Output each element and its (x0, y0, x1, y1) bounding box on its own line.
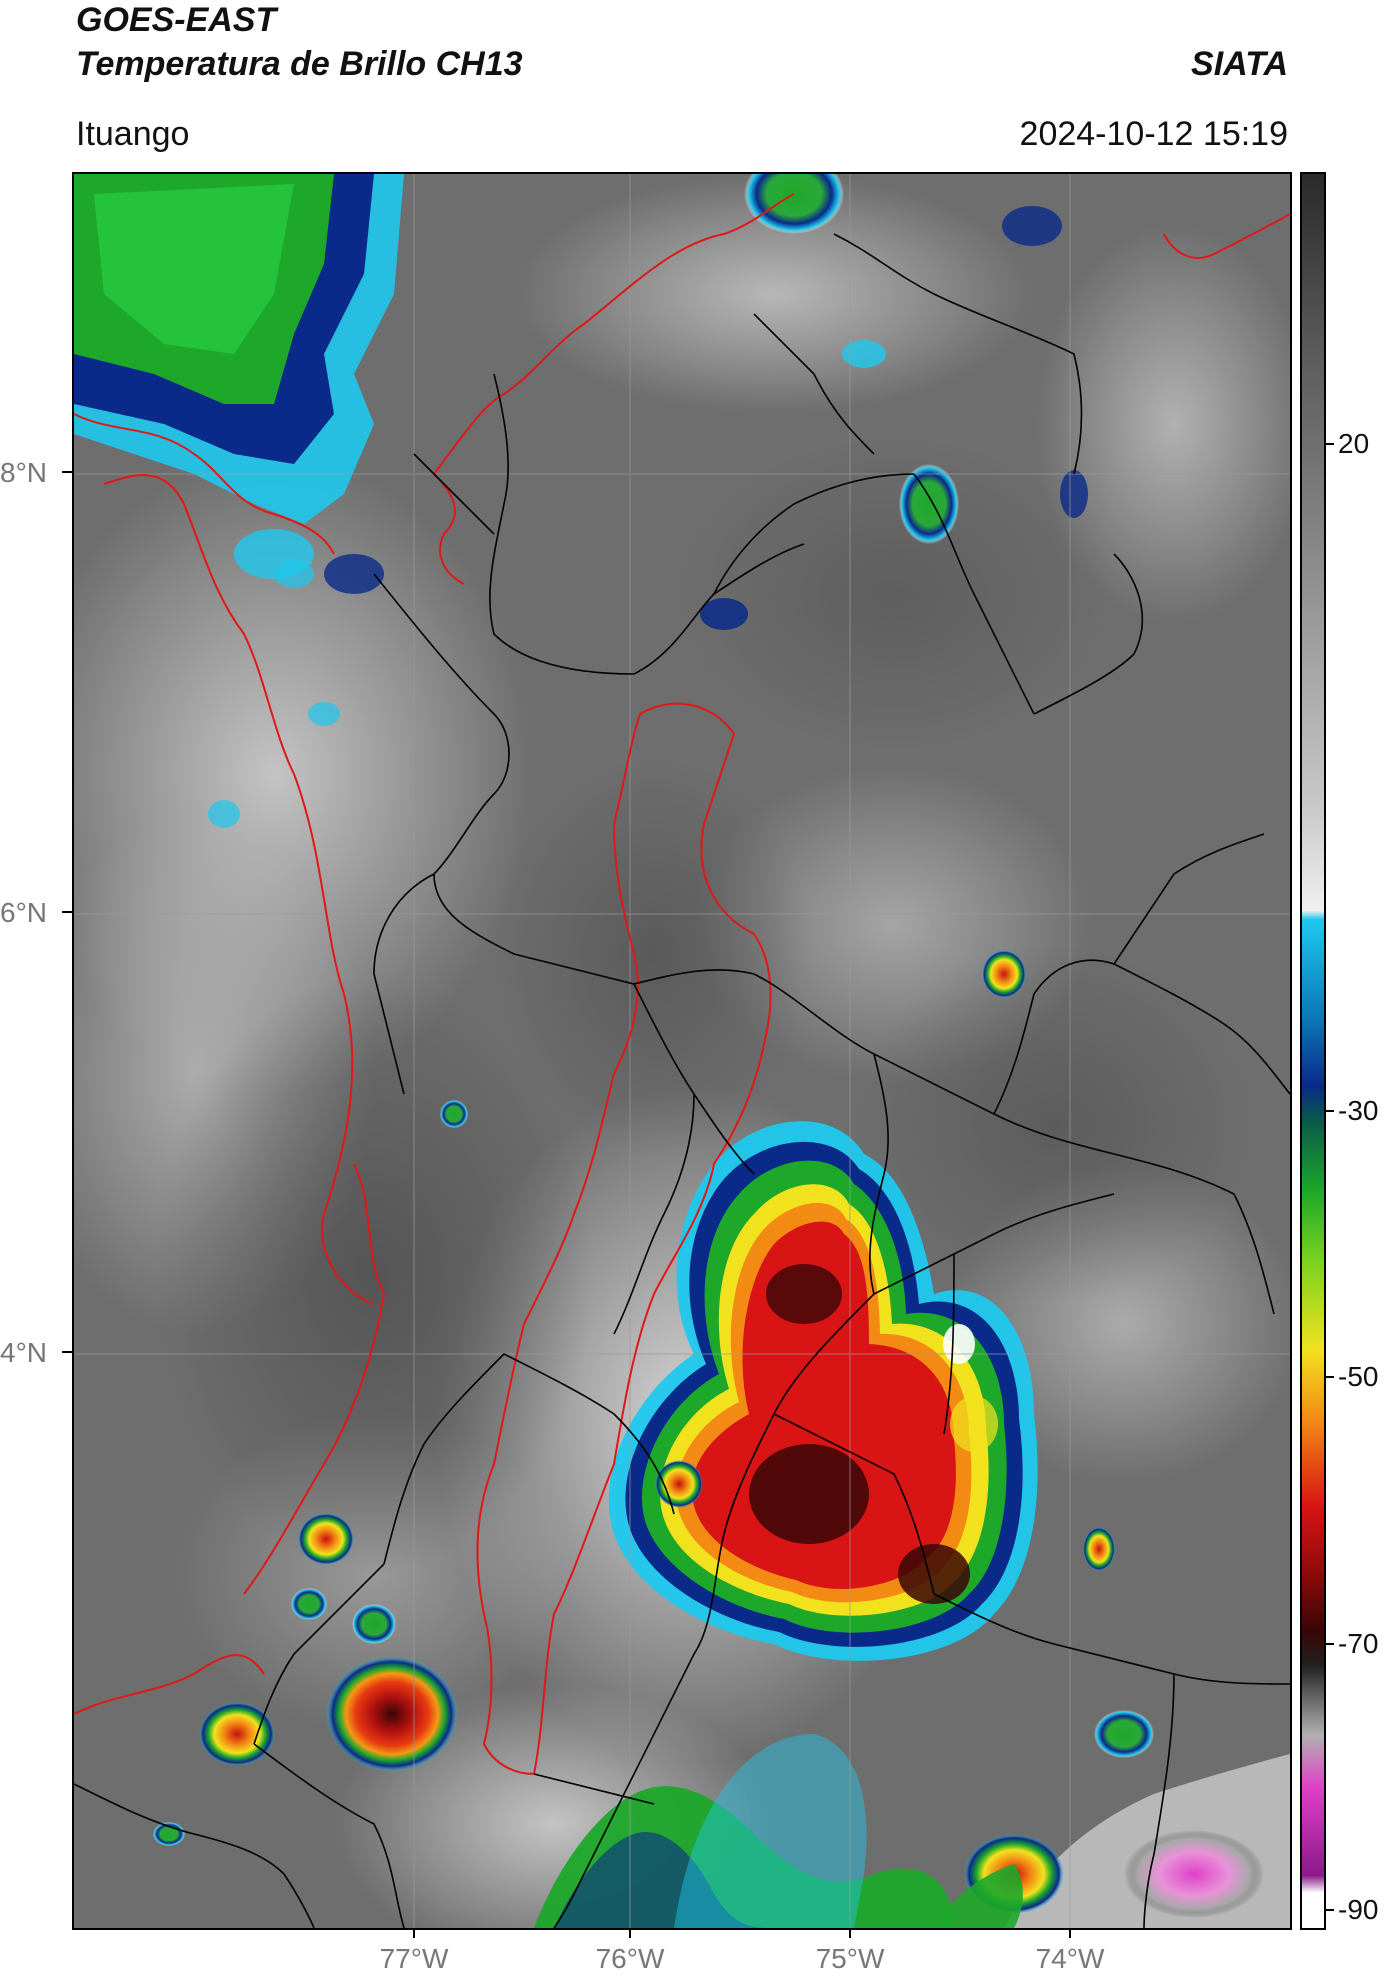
lat-label-8n: 8°N (0, 457, 47, 488)
colorbar (1300, 172, 1326, 1930)
lat-tick-8n (62, 471, 72, 473)
timestamp-label: 2024-10-12 15:19 (1019, 115, 1288, 153)
colorbar-tick-minus50 (1324, 1376, 1334, 1378)
satellite-map[interactable] (72, 172, 1292, 1930)
colorbar-tick-minus30 (1324, 1110, 1334, 1112)
brand-label: SIATA (1191, 45, 1288, 83)
colorbar-tick-20 (1324, 443, 1334, 445)
lon-tick-75w (849, 1928, 851, 1938)
product-subtitle: Temperatura de Brillo CH13 (76, 45, 523, 83)
lat-tick-4n (62, 1351, 72, 1353)
location-label: Ituango (76, 115, 190, 153)
lat-tick-6n (62, 911, 72, 913)
lon-label-74w: 74°W (1035, 1943, 1105, 1974)
colorbar-label-minus70: -70 (1338, 1628, 1379, 1659)
colorbar-label-20: 20 (1338, 428, 1370, 459)
map-canvas (74, 174, 1290, 1928)
colorbar-tick-minus70 (1324, 1643, 1334, 1645)
colorbar-label-minus90: -90 (1338, 1894, 1379, 1925)
lon-label-77w: 77°W (379, 1943, 449, 1974)
lat-label-6n: 6°N (0, 897, 47, 928)
lat-label-4n: 4°N (0, 1337, 47, 1368)
lon-tick-74w (1069, 1928, 1071, 1938)
colorbar-label-minus50: -50 (1338, 1361, 1379, 1392)
colorbar-tick-minus90 (1324, 1909, 1334, 1911)
lon-label-75w: 75°W (815, 1943, 885, 1974)
lon-tick-77w (413, 1928, 415, 1938)
colorbar-label-minus30: -30 (1338, 1095, 1379, 1126)
lon-label-76w: 76°W (595, 1943, 665, 1974)
lon-tick-76w (629, 1928, 631, 1938)
product-title: GOES-EAST (76, 1, 277, 39)
